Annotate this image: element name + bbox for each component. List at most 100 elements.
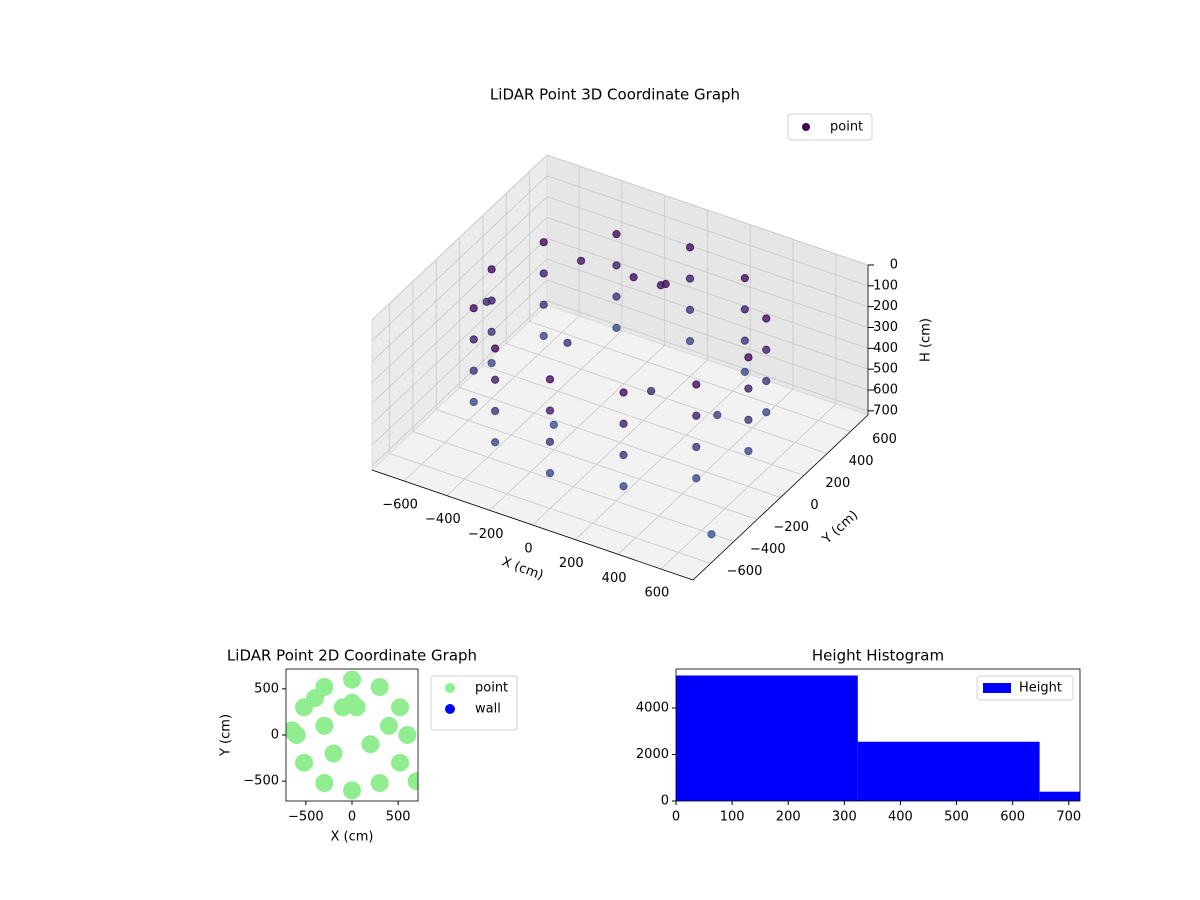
x-tick-label: 100 xyxy=(720,810,745,825)
bar xyxy=(1039,791,1080,801)
legend-label: point xyxy=(830,120,863,135)
y-axis xyxy=(692,414,869,581)
point xyxy=(491,344,500,353)
grid-line xyxy=(546,237,869,349)
x-tick-label: 0 xyxy=(524,542,532,557)
legend-marker xyxy=(445,704,455,714)
grid-line xyxy=(371,238,548,404)
point xyxy=(286,721,301,740)
point xyxy=(744,446,753,456)
point xyxy=(612,323,621,332)
chart-title: LiDAR Point 2D Coordinate Graph xyxy=(227,647,477,665)
point xyxy=(343,781,361,800)
point xyxy=(469,366,478,375)
point xyxy=(692,411,701,420)
point xyxy=(482,297,491,306)
point xyxy=(692,442,701,452)
point xyxy=(744,415,753,424)
x-axis-label: X (cm) xyxy=(500,555,546,584)
point xyxy=(539,269,548,278)
legend-box xyxy=(976,675,1074,701)
legend-marker xyxy=(445,683,455,693)
point xyxy=(391,753,409,772)
legend-box xyxy=(787,113,873,141)
grid-line xyxy=(371,175,548,342)
point xyxy=(707,530,716,539)
y-tick-label: 600 xyxy=(872,432,897,447)
y-tick-label: −200 xyxy=(773,520,809,535)
point xyxy=(549,420,558,429)
point xyxy=(713,410,722,420)
x-tick-label: 200 xyxy=(776,810,801,825)
point xyxy=(539,331,548,341)
z-tick-label: 200 xyxy=(873,299,898,314)
grid-line xyxy=(506,343,828,454)
point xyxy=(685,336,695,346)
grid-line xyxy=(389,453,711,564)
x-tick-label: 500 xyxy=(944,810,969,825)
x-tick-label: 600 xyxy=(644,586,669,601)
point xyxy=(740,367,749,376)
x-tick-label: −200 xyxy=(468,527,504,542)
grid-line xyxy=(529,321,851,432)
point xyxy=(379,716,398,735)
z-tick-label: 400 xyxy=(873,341,898,356)
point xyxy=(619,482,628,491)
point xyxy=(563,338,572,347)
point xyxy=(487,358,496,368)
x-tick-label: 0 xyxy=(672,810,680,825)
point xyxy=(295,753,313,772)
x-tick-label: 0 xyxy=(348,810,356,825)
axes-frame xyxy=(285,668,419,802)
point xyxy=(343,670,361,689)
grid-line xyxy=(371,300,548,467)
z-tick-label: 100 xyxy=(873,278,898,293)
point xyxy=(347,698,366,717)
chart-title: LiDAR Point 3D Coordinate Graph xyxy=(490,86,740,104)
x-axis xyxy=(371,469,694,581)
legend-label: point xyxy=(475,681,508,696)
x-tick-label: 600 xyxy=(1000,810,1025,825)
grid-line xyxy=(436,409,758,520)
y-tick-label: 500 xyxy=(254,681,279,696)
point xyxy=(692,474,701,483)
x-tick-label: −400 xyxy=(425,512,461,527)
plot-area xyxy=(286,670,418,800)
point xyxy=(740,305,749,314)
z-axis-label: H (cm) xyxy=(919,318,934,362)
point xyxy=(685,274,695,283)
point xyxy=(647,386,656,396)
point xyxy=(545,406,555,415)
legend-marker xyxy=(802,123,810,131)
grid-line xyxy=(371,196,548,362)
plot-area xyxy=(676,675,1080,801)
point xyxy=(491,406,500,416)
y-tick-label: 0 xyxy=(661,794,669,809)
grid-line xyxy=(371,217,548,383)
point xyxy=(370,774,389,792)
point xyxy=(361,735,380,754)
point xyxy=(370,678,389,696)
x-tick-label: 300 xyxy=(832,810,857,825)
point xyxy=(469,397,478,407)
x-tick-label: 700 xyxy=(1056,810,1081,825)
legend-patch xyxy=(983,683,1011,693)
point xyxy=(612,261,621,270)
y-tick-label: −600 xyxy=(727,564,763,579)
z-tick-label: 500 xyxy=(873,362,898,377)
point xyxy=(612,292,621,301)
point xyxy=(740,336,749,345)
point xyxy=(487,327,496,336)
point xyxy=(539,300,548,309)
x-tick-label: 400 xyxy=(602,571,627,586)
grid-line xyxy=(546,196,869,308)
point xyxy=(391,698,409,717)
point xyxy=(619,450,628,460)
point xyxy=(469,304,478,313)
point xyxy=(407,772,418,791)
point xyxy=(685,305,695,314)
z-tick-label: 300 xyxy=(873,320,898,335)
grid-line xyxy=(546,258,869,370)
grid-line xyxy=(482,365,804,476)
grid-line xyxy=(546,279,869,391)
